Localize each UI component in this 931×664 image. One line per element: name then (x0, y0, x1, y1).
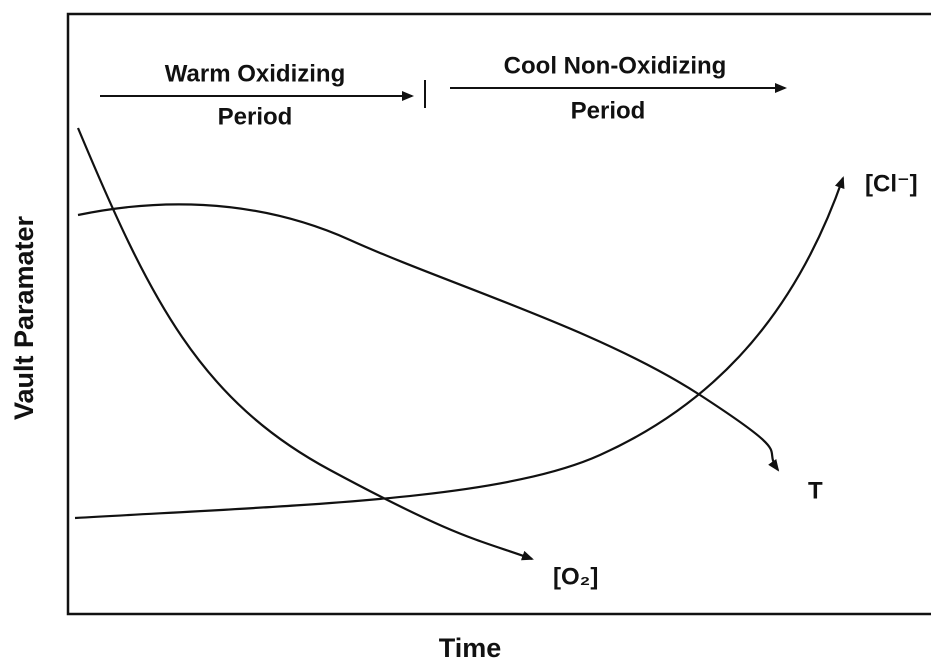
curve-label: T (808, 477, 823, 504)
period-label: Cool Non-Oxidizing (504, 52, 727, 79)
x-axis-label: Time (439, 633, 502, 663)
plot-frame (66, 12, 931, 616)
period-label: Period (571, 97, 646, 124)
cl-curve (74, 176, 845, 520)
t-curve (77, 203, 780, 472)
period-label: Warm Oxidizing (165, 60, 345, 87)
period-label: Period (218, 103, 293, 130)
y-axis-label: Vault Paramater (9, 215, 39, 420)
o2-curve (76, 127, 534, 561)
curve-label: [O₂] (553, 563, 598, 590)
curve-label: [Cl⁻] (865, 170, 918, 197)
